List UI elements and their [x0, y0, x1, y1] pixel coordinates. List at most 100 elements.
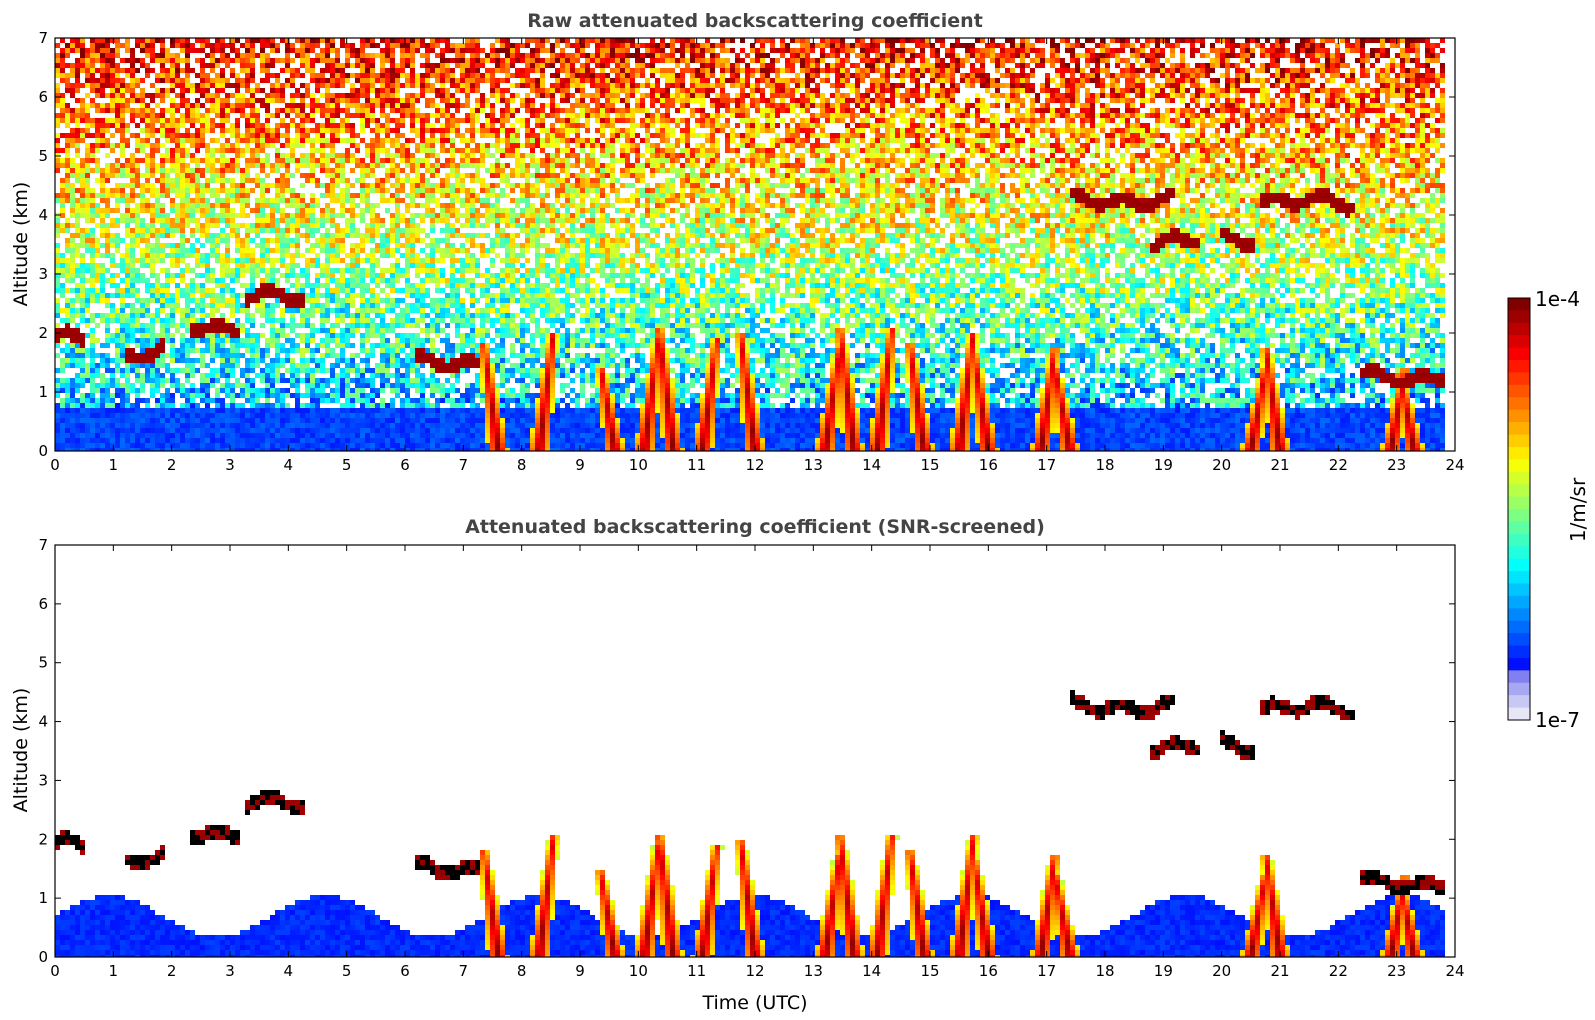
heat-cell	[395, 148, 400, 153]
heat-cell	[1070, 43, 1075, 48]
heat-cell	[1185, 113, 1190, 118]
heat-cell	[435, 128, 440, 133]
heat-cell	[135, 138, 140, 143]
heat-cell	[1120, 143, 1125, 148]
heat-cell	[1045, 73, 1050, 78]
heat-cell	[985, 88, 990, 93]
heat-cell	[835, 68, 840, 73]
heat-cell	[105, 63, 110, 68]
heat-cell	[1020, 138, 1025, 143]
heat-cell	[285, 153, 290, 158]
heat-cell	[1010, 93, 1015, 98]
heat-cell	[285, 133, 290, 138]
heat-cell	[595, 43, 600, 48]
heat-cell	[890, 153, 895, 158]
heat-cell	[330, 93, 335, 98]
heat-cell	[425, 83, 430, 88]
heat-cell	[760, 128, 765, 133]
heat-cell	[575, 43, 580, 48]
heat-cell	[425, 103, 430, 108]
heat-cell	[120, 43, 125, 48]
heat-cell	[405, 48, 410, 53]
heat-cell	[1340, 123, 1345, 128]
heat-cell	[955, 108, 960, 113]
heat-cell	[870, 48, 875, 53]
heat-cell	[135, 43, 140, 48]
heat-cell	[185, 53, 190, 58]
heat-cell	[1060, 93, 1065, 98]
heat-cell	[810, 118, 815, 123]
heat-cell	[855, 123, 860, 128]
heat-cell	[1050, 53, 1055, 58]
heat-cell	[770, 98, 775, 103]
heat-cell	[1195, 93, 1200, 98]
heat-cell	[430, 148, 435, 153]
heat-cell	[1155, 113, 1160, 118]
heat-cell	[415, 78, 420, 83]
heat-cell	[1340, 53, 1345, 58]
heat-cell	[605, 143, 610, 148]
heat-cell	[900, 143, 905, 148]
heat-cell	[1095, 123, 1100, 128]
heat-cell	[135, 108, 140, 113]
heat-cell	[1075, 148, 1080, 153]
heat-cell	[780, 148, 785, 153]
heat-cell	[240, 58, 245, 63]
heat-cell	[770, 143, 775, 148]
heat-cell	[1075, 93, 1080, 98]
heat-cell	[785, 78, 790, 83]
heat-cell	[1335, 58, 1340, 63]
heat-cell	[1255, 153, 1260, 158]
heat-cell	[65, 143, 70, 148]
heat-cell	[1230, 83, 1235, 88]
heat-cell	[1440, 118, 1445, 123]
heat-cell	[495, 83, 500, 88]
heat-cell	[105, 68, 110, 73]
heat-cell	[410, 53, 415, 58]
heat-cell	[130, 88, 135, 93]
heat-cell	[1215, 88, 1220, 93]
heat-cell	[925, 153, 930, 158]
heat-cell	[450, 58, 455, 63]
heat-cell	[1310, 153, 1315, 158]
heat-cell	[385, 78, 390, 83]
heat-cell	[440, 78, 445, 83]
heat-cell	[1055, 148, 1060, 153]
heat-cell	[710, 83, 715, 88]
heat-cell	[1265, 63, 1270, 68]
heat-cell	[130, 98, 135, 103]
heat-cell	[375, 153, 380, 158]
heat-cell	[765, 68, 770, 73]
heat-cell	[480, 58, 485, 63]
heat-cell	[375, 78, 380, 83]
panel-raw: Raw attenuated backscattering coefficien…	[10, 10, 1465, 474]
heat-cell	[695, 83, 700, 88]
heat-cell	[500, 108, 505, 113]
heat-cell	[200, 158, 205, 163]
heat-cell	[1250, 88, 1255, 93]
heat-cell	[190, 43, 195, 48]
heat-cell	[1395, 93, 1400, 98]
heat-cell	[480, 153, 485, 158]
heat-cell	[290, 148, 295, 153]
heat-cell	[275, 48, 280, 53]
heat-cell	[220, 43, 225, 48]
heat-cell	[965, 138, 970, 143]
heat-cell	[1100, 38, 1105, 43]
heat-cell	[550, 88, 555, 93]
heat-cell	[165, 53, 170, 58]
heat-cell	[810, 113, 815, 118]
heat-cell	[620, 38, 625, 43]
heat-cell	[650, 38, 655, 43]
heat-cell	[415, 128, 420, 133]
heat-cell	[455, 118, 460, 123]
heat-cell	[750, 133, 755, 138]
heat-cell	[1435, 103, 1440, 108]
heat-cell	[110, 118, 115, 123]
heat-cell	[235, 58, 240, 63]
heat-cell	[305, 153, 310, 158]
heat-cell	[390, 58, 395, 63]
heat-cell	[420, 93, 425, 98]
heat-cell	[105, 53, 110, 58]
heat-cell	[855, 113, 860, 118]
